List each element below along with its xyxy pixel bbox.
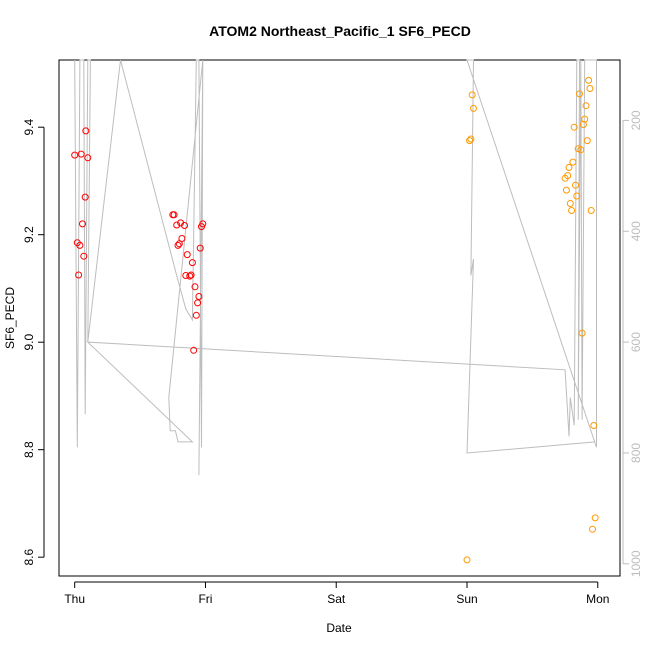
data-point-series-1 xyxy=(191,283,199,291)
data-point-series-1 xyxy=(190,346,198,354)
data-point-series-2 xyxy=(467,135,475,143)
right-tick-label: 800 xyxy=(629,443,643,463)
data-point-series-2 xyxy=(577,146,585,154)
right-tick-label: 400 xyxy=(629,221,643,241)
data-point-series-2 xyxy=(582,102,590,110)
x-tick-label: Sun xyxy=(456,592,477,606)
y-tick-label: 9.0 xyxy=(22,334,36,351)
data-point-series-1 xyxy=(183,251,191,259)
right-tick-label: 200 xyxy=(629,110,643,130)
x-tick-label: Fri xyxy=(198,592,212,606)
data-point-series-1 xyxy=(196,244,204,252)
data-point-series-2 xyxy=(565,164,573,171)
data-point-series-1 xyxy=(170,211,178,219)
data-point-series-2 xyxy=(468,91,476,99)
right-tick-label: 600 xyxy=(629,332,643,352)
depth-profile-line xyxy=(74,59,597,476)
data-point-series-1 xyxy=(178,235,186,242)
data-point-series-1 xyxy=(199,220,207,228)
right-tick-label: 1000 xyxy=(629,550,643,577)
data-point-series-1 xyxy=(181,222,188,229)
x-axis-label: Date xyxy=(326,621,352,635)
data-point-series-2 xyxy=(585,76,593,84)
y-tick-label: 8.8 xyxy=(22,441,36,458)
data-point-series-2 xyxy=(568,207,576,214)
data-point-series-2 xyxy=(572,181,579,189)
data-point-series-2 xyxy=(589,525,596,533)
data-point-series-2 xyxy=(564,172,572,180)
data-point-series-1 xyxy=(188,259,196,267)
data-point-series-2 xyxy=(583,137,591,145)
plot-area xyxy=(58,59,621,577)
data-point-series-2 xyxy=(586,85,594,92)
data-point-series-2 xyxy=(466,137,474,145)
data-point-series-2 xyxy=(470,104,477,112)
data-point-series-2 xyxy=(570,123,578,131)
data-point-series-2 xyxy=(591,514,599,522)
data-point-series-2 xyxy=(566,200,574,207)
data-point-series-2 xyxy=(590,422,598,429)
x-tick-label: Sat xyxy=(327,592,346,606)
data-point-series-1 xyxy=(187,271,195,279)
data-point-series-1 xyxy=(195,293,203,300)
data-point-series-1 xyxy=(186,272,194,280)
axes-layer: Thu Fri Sat Sun Mon 8.6 8.8 9.0 9.2 9.4 200 400 600 8… xyxy=(22,110,643,606)
depth-profile-layer xyxy=(74,59,597,476)
data-point-series-1 xyxy=(76,241,84,249)
data-point-series-1 xyxy=(79,220,86,228)
data-point-series-2 xyxy=(587,207,595,214)
data-points-layer xyxy=(71,76,599,564)
data-point-series-1 xyxy=(81,193,89,201)
data-point-series-2 xyxy=(463,556,471,564)
data-point-series-2 xyxy=(562,186,570,194)
data-point-series-1 xyxy=(82,127,90,135)
data-point-series-1 xyxy=(174,241,182,249)
y-tick-label: 8.6 xyxy=(22,549,36,566)
chart-title: ATOM2 Northeast_Pacific_1 SF6_PECD xyxy=(209,23,471,39)
data-point-series-1 xyxy=(80,252,88,260)
data-point-series-1 xyxy=(84,154,92,162)
data-point-series-1 xyxy=(182,272,190,279)
data-point-series-1 xyxy=(75,271,83,279)
y-tick-label: 9.2 xyxy=(22,226,36,243)
data-point-series-2 xyxy=(573,192,581,200)
x-tick-label: Thu xyxy=(64,592,85,606)
data-point-series-2 xyxy=(581,115,589,123)
data-point-series-2 xyxy=(576,90,583,98)
data-point-series-1 xyxy=(194,299,202,307)
data-point-series-2 xyxy=(569,158,577,166)
data-point-series-1 xyxy=(77,150,85,158)
y-axis-label: SF6_PECD xyxy=(3,287,17,349)
data-point-series-2 xyxy=(578,329,586,337)
data-point-series-1 xyxy=(173,221,181,229)
y-tick-label: 9.4 xyxy=(22,119,36,136)
data-point-series-1 xyxy=(71,151,79,159)
x-tick-label: Mon xyxy=(586,592,609,606)
data-point-series-1 xyxy=(192,311,200,319)
